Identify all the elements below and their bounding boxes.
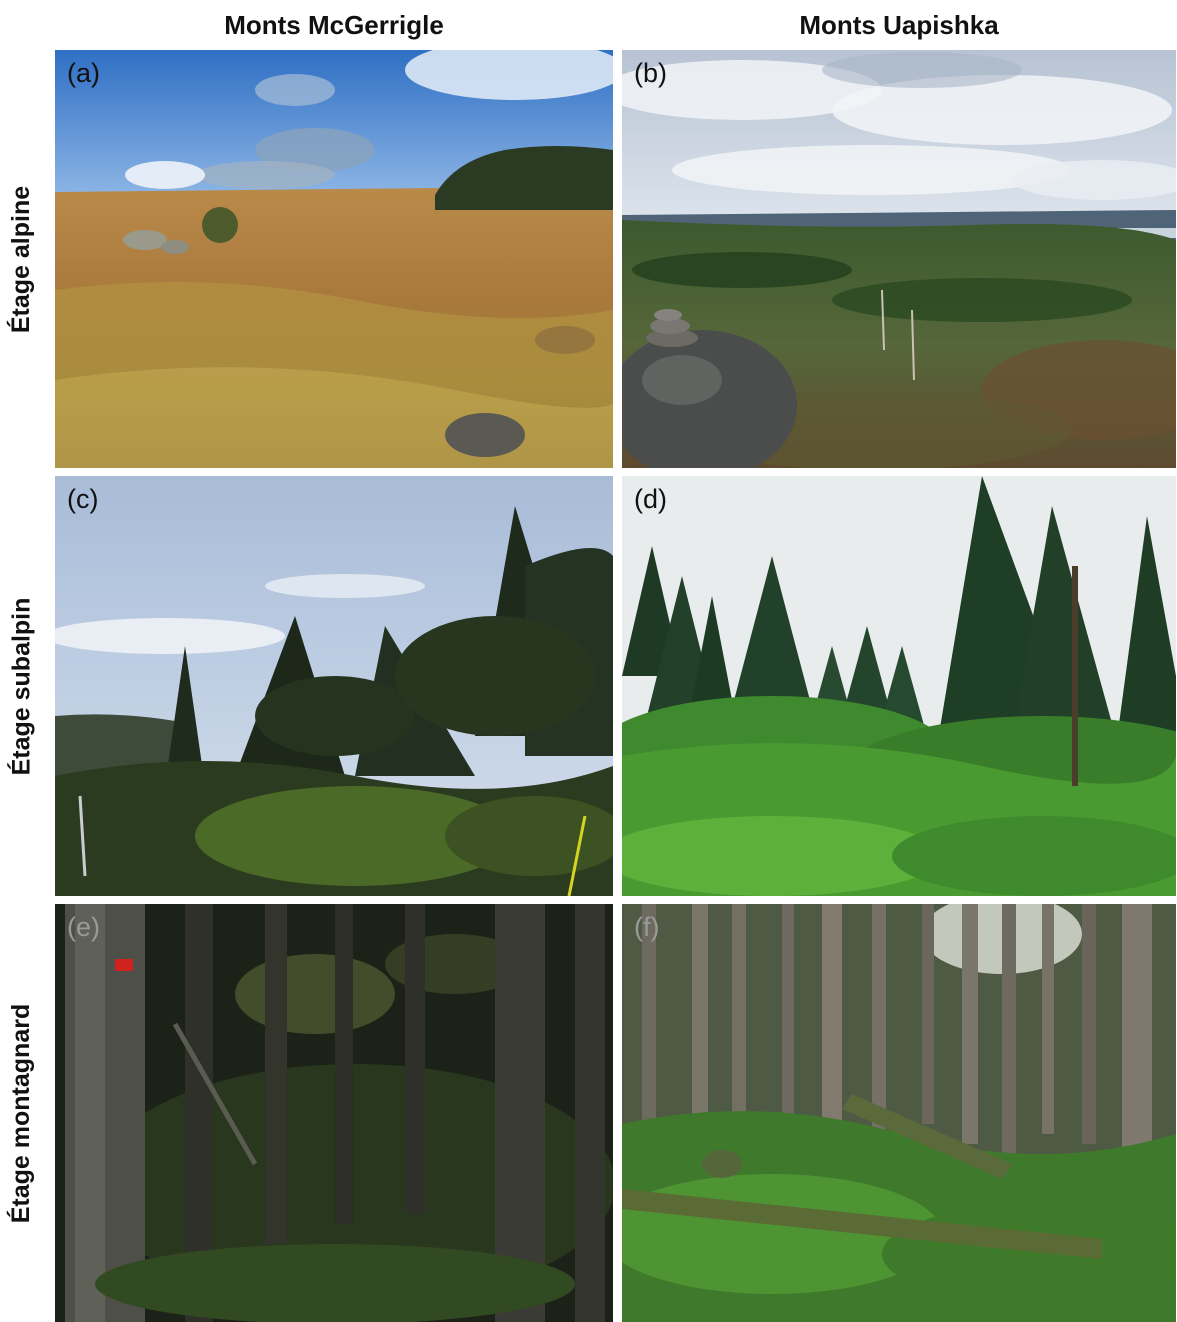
photo-f-montane-uapishka: (f) [622,904,1176,1322]
panel-label-d: (d) [634,484,667,514]
photo-c-subalpine-mcgerrigle: (c) [55,476,613,896]
panel-label-c: (c) [67,484,99,514]
column-title-uapishka: Monts Uapishka [799,10,999,40]
column-title-mcgerrigle: Monts McGerrigle [224,10,444,40]
panel-label-b: (b) [634,58,667,88]
row-title-montane: Étage montagnard [0,904,44,1322]
row-title-subalpine-text: Étage subalpin [7,597,36,775]
panel-label-e: (e) [67,912,100,942]
row-title-montane-text: Étage montagnard [7,1003,36,1223]
photo-a-alpine-mcgerrigle: (a) [55,50,613,468]
row-title-subalpine: Étage subalpin [0,476,44,896]
photo-d-subalpine-uapishka: (d) [622,476,1176,896]
panel-label-f: (f) [634,912,660,942]
photo-e-montane-mcgerrigle: (e) [55,904,613,1322]
row-title-alpine-text: Étage alpine [7,185,36,333]
photo-b-alpine-uapishka: (b) [622,50,1176,468]
row-title-alpine: Étage alpine [0,50,44,468]
panel-label-a: (a) [67,58,100,88]
